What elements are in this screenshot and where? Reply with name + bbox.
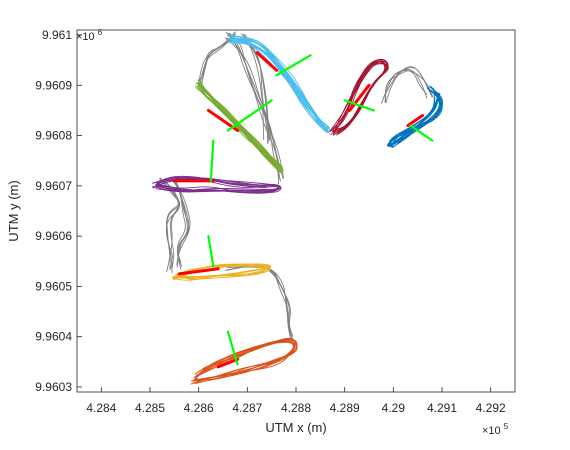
x-tick-label: 4.289 [330, 401, 360, 415]
x-tick-label: 4.29 [382, 401, 406, 415]
x-tick-label: 4.292 [476, 401, 506, 415]
y-tick-label: 9.9609 [35, 78, 72, 92]
x-tick-label: 4.284 [86, 401, 116, 415]
x-tick-label: 4.286 [184, 401, 214, 415]
y-tick-label: 9.9606 [35, 229, 72, 243]
y-tick-label: 9.9605 [35, 279, 72, 293]
x-tick-label: 4.287 [232, 401, 262, 415]
y-tick-label: 9.9603 [35, 380, 72, 394]
x-tick-label: 4.291 [427, 401, 457, 415]
y-tick-label: 9.961 [42, 28, 72, 42]
y-tick-label: 9.9604 [35, 330, 72, 344]
x-exponent-power: 5 [504, 422, 509, 431]
x-axis-label: UTM x (m) [265, 420, 326, 435]
y-tick-label: 9.9607 [35, 179, 72, 193]
x-exponent-base: ×10 [482, 425, 501, 437]
x-tick-label: 4.288 [281, 401, 311, 415]
y-axis-label: UTM y (m) [6, 180, 21, 241]
y-tick-label: 9.9608 [35, 129, 72, 143]
y-exponent-power: 6 [98, 28, 103, 37]
x-tick-label: 4.285 [135, 401, 165, 415]
y-exponent-base: ×10 [76, 31, 95, 43]
